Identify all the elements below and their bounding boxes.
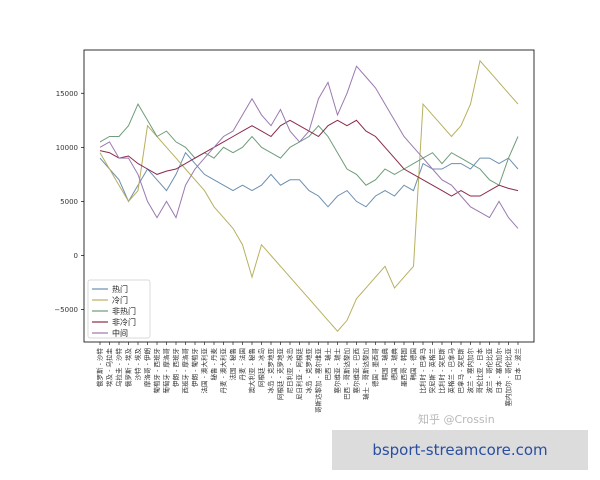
legend-label: 热门 [112,284,128,294]
x-tick-label: 德国 - 墨西哥 [371,348,380,387]
banner-text: bsport-streamcore.com [372,441,548,459]
x-tick-label: 日本 - 塞内加尔 [494,348,503,394]
x-tick-label: 比利时 - 巴拿马 [418,348,427,393]
x-tick-label: 德国 - 瑞典 [390,348,399,381]
x-tick-label: 丹麦 - 澳大利亚 [219,348,228,394]
legend-label: 非热门 [112,306,136,316]
x-tick-label: 埃及 - 乌拉圭 [105,348,114,387]
x-tick-label: 澳大利亚 - 秘鲁 [247,348,256,393]
y-tick-label: 5000 [60,198,78,206]
x-tick-label: 波兰 - 塞内加尔 [466,348,475,394]
legend-label: 冷门 [112,295,128,305]
x-axis-ticks: 俄罗斯 - 沙特 埃及 - 乌拉圭 乌拉圭 - 沙特 俄罗斯 - 埃及 沙特 - 埃及摩… [95,342,522,413]
x-tick-label: 瑞士 - 哥斯达黎加 [361,348,370,400]
x-tick-label: 突尼斯 - 英格兰 [428,348,437,394]
x-tick-label: 阿根廷 - 冰岛 [257,348,266,387]
x-tick-label: 巴西 - 哥斯达黎加 [342,348,351,400]
x-tick-label: 法国 - 秘鲁 [228,348,237,380]
series-lines [99,59,519,332]
x-tick-label: 巴西 - 瑞士 [323,348,332,381]
legend-box [87,279,151,339]
x-tick-label: 日本 - 波兰 [513,348,522,381]
domain-banner: bsport-streamcore.com [332,430,588,470]
x-tick-label: 韩国 - 德国 [409,348,418,380]
x-tick-label: 巴拿马 - 突尼斯 [456,348,465,394]
y-tick-label: 15000 [56,90,78,98]
x-tick-label: 俄罗斯 - 沙特 [95,348,104,387]
x-tick-label: 伊朗 - 西班牙 [171,348,180,387]
x-tick-label: 塞尔维亚 - 瑞士 [333,348,342,394]
series-line-热门 [99,151,519,208]
series-line-非热门 [99,103,519,186]
legend-label: 中间 [112,328,128,338]
x-tick-label: 英格兰 - 巴拿马 [447,348,456,393]
x-tick-label: 丹麦 - 法国 [238,348,247,380]
x-tick-label: 哥斯达黎加 - 塞尔维亚 [314,348,323,413]
y-tick-label: 0 [74,252,78,260]
x-tick-label: 葡萄牙 - 西班牙 [152,348,161,394]
watermark-text: 知乎 @Crossin [418,412,495,426]
legend-label: 非冷门 [112,317,136,327]
x-tick-label: 墨西哥 - 韩国 [399,348,408,387]
x-tick-label: 法国 - 澳大利亚 [200,348,209,394]
x-tick-label: 俄罗斯 - 埃及 [124,348,133,387]
x-tick-label: 伊朗 - 葡萄牙 [190,348,199,387]
y-axis-ticks: −5000 0 5000 10000 15000 [54,90,84,314]
x-tick-label: 摩洛哥 - 伊朗 [143,348,152,387]
series-line-中间 [99,65,519,229]
x-tick-label: 冰岛 - 克罗地亚 [266,348,275,394]
x-tick-label: 阿根廷 - 克罗地亚 [276,348,285,400]
x-tick-label: 塞尔维亚 - 巴西 [352,348,361,394]
x-tick-label: 塞内加尔 - 哥伦比亚 [504,348,513,407]
y-tick-label: −5000 [54,306,78,314]
x-tick-label: 乌拉圭 - 沙特 [114,348,123,387]
x-tick-label: 秘鲁 - 丹麦 [209,348,218,381]
x-tick-label: 冰岛 - 克罗地亚 [304,348,313,394]
y-tick-label: 10000 [56,144,78,152]
x-tick-label: 葡萄牙 - 摩洛哥 [162,348,171,394]
x-tick-label: 韩国 - 瑞典 [380,348,389,381]
x-tick-label: 尼日利亚 - 冰岛 [285,348,294,393]
x-tick-label: 沙特 - 埃及 [133,348,142,381]
x-tick-label: 哥伦比亚 - 日本 [475,348,484,394]
x-tick-label: 西班牙 - 摩洛哥 [181,348,190,394]
x-tick-label: 比利时 - 突尼斯 [437,348,446,394]
series-line-冷门 [99,59,519,332]
x-tick-label: 尼日利亚 - 阿根廷 [295,348,304,400]
x-tick-label: 波兰 - 哥伦比亚 [485,348,494,394]
